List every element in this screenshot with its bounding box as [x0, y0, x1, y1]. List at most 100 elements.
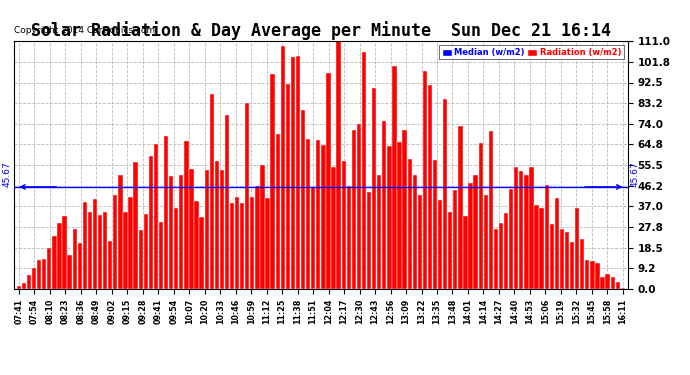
Bar: [219, 170, 224, 289]
Bar: [93, 200, 97, 289]
Bar: [215, 162, 219, 289]
Bar: [306, 139, 310, 289]
Bar: [154, 144, 158, 289]
Bar: [423, 71, 427, 289]
Bar: [316, 140, 320, 289]
Bar: [88, 212, 92, 289]
Bar: [169, 176, 173, 289]
Bar: [68, 255, 72, 289]
Bar: [326, 73, 331, 289]
Bar: [204, 170, 209, 289]
Bar: [245, 103, 249, 289]
Bar: [210, 93, 214, 289]
Bar: [22, 283, 26, 289]
Bar: [357, 124, 361, 289]
Bar: [266, 198, 270, 289]
Bar: [98, 215, 102, 289]
Bar: [250, 196, 255, 289]
Bar: [144, 214, 148, 289]
Bar: [544, 185, 549, 289]
Bar: [296, 56, 300, 289]
Bar: [108, 241, 112, 289]
Bar: [47, 248, 52, 289]
Bar: [479, 142, 483, 289]
Bar: [159, 222, 163, 289]
Bar: [397, 142, 402, 289]
Legend: Median (w/m2), Radiation (w/m2): Median (w/m2), Radiation (w/m2): [440, 45, 624, 59]
Bar: [179, 176, 184, 289]
Bar: [540, 208, 544, 289]
Bar: [529, 167, 533, 289]
Bar: [580, 238, 584, 289]
Bar: [448, 212, 453, 289]
Bar: [575, 208, 580, 289]
Bar: [286, 84, 290, 289]
Bar: [27, 275, 31, 289]
Bar: [235, 196, 239, 289]
Bar: [139, 230, 143, 289]
Bar: [103, 212, 108, 289]
Bar: [372, 88, 376, 289]
Bar: [494, 229, 498, 289]
Text: 45.67: 45.67: [631, 161, 640, 187]
Bar: [453, 190, 457, 289]
Bar: [590, 261, 595, 289]
Bar: [184, 141, 188, 289]
Bar: [346, 186, 351, 289]
Title: Solar Radiation & Day Average per Minute  Sun Dec 21 16:14: Solar Radiation & Day Average per Minute…: [31, 21, 611, 40]
Bar: [417, 195, 422, 289]
Bar: [290, 57, 295, 289]
Bar: [199, 217, 204, 289]
Bar: [469, 183, 473, 289]
Bar: [275, 134, 280, 289]
Bar: [32, 268, 37, 289]
Bar: [428, 85, 432, 289]
Bar: [387, 146, 391, 289]
Bar: [230, 204, 234, 289]
Bar: [377, 176, 382, 289]
Bar: [331, 167, 336, 289]
Bar: [550, 224, 554, 289]
Bar: [509, 189, 513, 289]
Bar: [124, 212, 128, 289]
Bar: [514, 166, 518, 289]
Bar: [133, 162, 138, 289]
Bar: [255, 186, 259, 289]
Bar: [281, 46, 285, 289]
Bar: [362, 52, 366, 289]
Bar: [270, 74, 275, 289]
Bar: [605, 274, 610, 289]
Bar: [164, 135, 168, 289]
Bar: [615, 282, 620, 289]
Bar: [42, 259, 46, 289]
Bar: [148, 156, 153, 289]
Bar: [519, 171, 524, 289]
Bar: [174, 208, 178, 289]
Bar: [301, 111, 305, 289]
Bar: [408, 159, 412, 289]
Bar: [337, 41, 341, 289]
Bar: [464, 216, 468, 289]
Bar: [438, 200, 442, 289]
Bar: [311, 188, 315, 289]
Bar: [240, 203, 244, 289]
Bar: [484, 195, 488, 289]
Bar: [367, 192, 371, 289]
Bar: [458, 126, 462, 289]
Bar: [595, 263, 600, 289]
Bar: [555, 198, 559, 289]
Bar: [560, 229, 564, 289]
Bar: [570, 243, 574, 289]
Bar: [77, 243, 82, 289]
Bar: [52, 236, 57, 289]
Bar: [118, 174, 123, 289]
Bar: [473, 174, 477, 289]
Text: 45.67: 45.67: [2, 161, 11, 187]
Bar: [195, 201, 199, 289]
Bar: [489, 131, 493, 289]
Bar: [585, 260, 589, 289]
Bar: [260, 165, 265, 289]
Bar: [322, 146, 326, 289]
Bar: [225, 115, 229, 289]
Bar: [72, 230, 77, 289]
